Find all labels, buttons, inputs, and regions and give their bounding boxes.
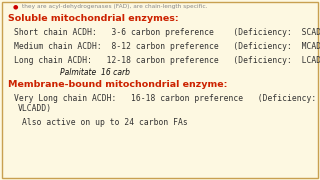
Text: Medium chain ACDH:  8-12 carbon preference   (Deficiency:  MCADD): Medium chain ACDH: 8-12 carbon preferenc… [14, 42, 320, 51]
Text: Short chain ACDH:   3-6 carbon preference    (Deficiency:  SCADD): Short chain ACDH: 3-6 carbon preference … [14, 28, 320, 37]
Text: Palmitate  16 carb: Palmitate 16 carb [60, 68, 130, 77]
Text: Very Long chain ACDH:   16-18 carbon preference   (Deficiency:: Very Long chain ACDH: 16-18 carbon prefe… [14, 94, 316, 103]
Text: ●: ● [13, 4, 19, 9]
Text: Also active on up to 24 carbon FAs: Also active on up to 24 carbon FAs [22, 118, 188, 127]
Text: VLCADD): VLCADD) [18, 104, 52, 113]
Text: Membrane-bound mitochondrial enzyme:: Membrane-bound mitochondrial enzyme: [8, 80, 228, 89]
FancyBboxPatch shape [2, 2, 318, 178]
Text: Soluble mitochondrial enzymes:: Soluble mitochondrial enzymes: [8, 14, 179, 23]
Text: Long chain ACDH:   12-18 carbon preference   (Deficiency:  LCADD): Long chain ACDH: 12-18 carbon preference… [14, 56, 320, 65]
Text: they are acyl-dehydrogenases (FAD), are chain-length specific.: they are acyl-dehydrogenases (FAD), are … [22, 4, 207, 9]
